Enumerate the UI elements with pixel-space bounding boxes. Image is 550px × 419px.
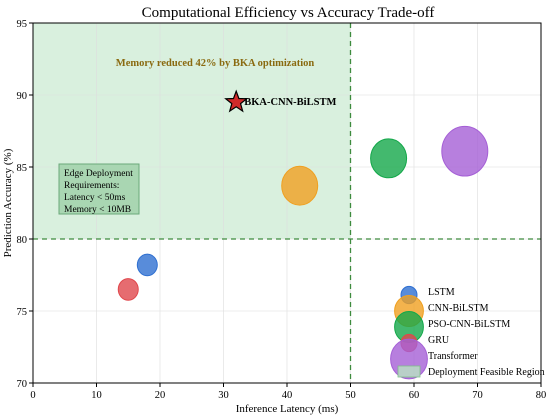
memory-annotation: Memory reduced 42% by BKA optimization	[116, 58, 315, 69]
edge-box-line-1: Edge Deployment	[64, 169, 133, 179]
x-tick-label: 10	[91, 390, 102, 401]
y-tick-label: 80	[17, 235, 28, 246]
x-tick-label: 30	[218, 390, 229, 401]
highlight-label: BKA-CNN-BiLSTM	[244, 97, 336, 108]
legend-marker-feasible-region	[397, 365, 421, 378]
legend: LSTM CNN-BiLSTM PSO-CNN-BiLSTM GRU Transform…	[390, 285, 545, 380]
x-tick-label: 70	[472, 390, 483, 401]
x-tick-label: 50	[345, 390, 356, 401]
edge-box-background	[58, 163, 140, 215]
point-lstm	[136, 253, 158, 277]
legend-label: GRU	[428, 335, 450, 346]
edge-requirements-box: Edge Deployment Requirements: Latency < …	[58, 163, 140, 215]
bka-cnn-bilstm-star	[224, 89, 249, 113]
y-tick-label: 95	[17, 19, 28, 30]
edge-box-line-4: Memory < 10MB	[64, 205, 131, 215]
y-tick-label: 85	[17, 163, 28, 174]
x-axis-ticks: 0 10 20 30 40 50 60 70 80	[30, 383, 546, 401]
legend-label: Deployment Feasible Region	[428, 367, 545, 378]
edge-box-line-2: Requirements:	[64, 181, 119, 191]
data-points	[117, 125, 489, 301]
x-tick-label: 80	[536, 390, 547, 401]
legend-label: Transformer	[428, 351, 478, 362]
x-tick-label: 0	[30, 390, 35, 401]
point-pso-cnn-bilstm	[370, 138, 408, 179]
x-axis-label: Inference Latency (ms)	[236, 403, 339, 415]
memory-note: Memory reduced 42% by BKA optimization	[116, 58, 315, 69]
point-transformer	[441, 125, 489, 177]
highlight-marker-group: BKA-CNN-BiLSTM	[224, 89, 336, 113]
edge-box-line-3: Latency < 50ms	[64, 193, 126, 203]
y-axis-label: Prediction Accuracy (%)	[2, 148, 14, 257]
x-tick-label: 40	[282, 390, 293, 401]
legend-label: LSTM	[428, 287, 455, 298]
x-tick-label: 60	[409, 390, 420, 401]
x-tick-label: 20	[155, 390, 166, 401]
threshold-lines	[33, 23, 541, 383]
point-gru	[117, 278, 139, 301]
y-tick-label: 90	[17, 91, 28, 102]
y-axis-ticks: 70 75 80 85 90 95	[17, 19, 33, 390]
chart-title: Computational Efficiency vs Accuracy Tra…	[142, 5, 435, 21]
point-cnn-bilstm	[281, 165, 319, 206]
y-tick-label: 70	[17, 379, 28, 390]
legend-label: PSO-CNN-BiLSTM	[428, 319, 510, 330]
y-tick-label: 75	[17, 307, 28, 318]
legend-label: CNN-BiLSTM	[428, 303, 489, 314]
